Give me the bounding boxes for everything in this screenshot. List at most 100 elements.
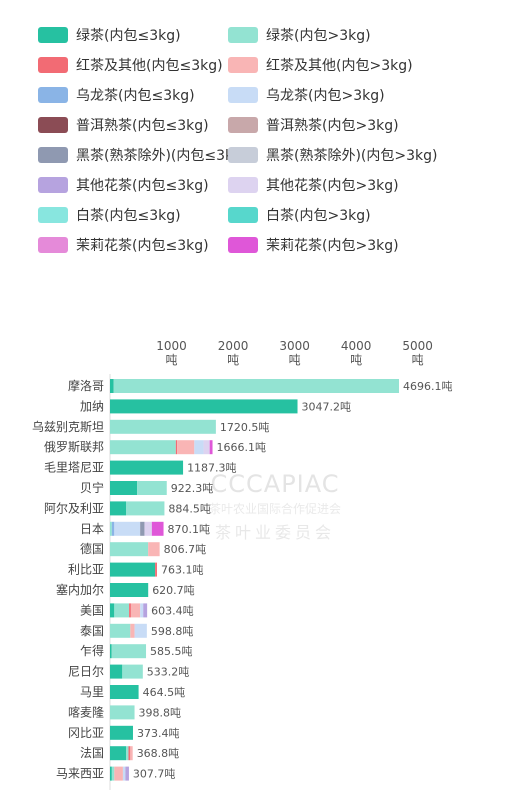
bar-segment <box>110 705 135 720</box>
legend-item: 绿茶(内包>3kg) <box>228 24 371 46</box>
bar-segment <box>110 501 126 516</box>
bar-total-label: 870.1吨 <box>168 523 211 536</box>
bar-total-label: 884.5吨 <box>168 502 211 515</box>
category-label: 德国 <box>80 541 104 556</box>
bar-segment <box>140 603 144 618</box>
legend-swatch <box>228 57 258 73</box>
legend-item: 黑茶(熟茶除外)(内包>3kg) <box>228 144 437 166</box>
legend-label: 绿茶(内包>3kg) <box>266 28 371 44</box>
legend-label: 红茶及其他(内包≤3kg) <box>76 58 223 74</box>
bar-segment <box>113 379 399 393</box>
bar-segment <box>110 521 112 536</box>
bar-segment <box>122 664 143 679</box>
bar-segment <box>137 481 167 495</box>
bar-total-label: 585.5吨 <box>150 645 193 658</box>
bar-total-label: 1187.3吨 <box>187 462 237 475</box>
bar-segment <box>125 766 129 781</box>
x-tick-unit: 吨 <box>166 353 178 367</box>
x-tick-unit: 吨 <box>412 353 424 367</box>
bar-segment <box>148 542 160 557</box>
legend-item: 白茶(内包≤3kg) <box>38 204 181 226</box>
legend-item: 白茶(内包>3kg) <box>228 204 371 226</box>
legend-item: 茉莉花茶(内包≤3kg) <box>38 234 209 256</box>
legend-swatch <box>38 27 68 43</box>
legend-label: 普洱熟茶(内包>3kg) <box>266 118 399 134</box>
watermark-en: CCCAPIAC <box>210 470 340 498</box>
bar-total-label: 398.8吨 <box>139 706 182 719</box>
legend-swatch <box>38 117 68 133</box>
x-tick-label: 2000 <box>218 339 249 353</box>
bar-segment <box>114 603 130 618</box>
watermark-cn2: 茶叶业委员会 <box>214 523 335 542</box>
category-label: 俄罗斯联邦 <box>44 440 104 454</box>
bar-total-label: 368.8吨 <box>137 747 180 760</box>
category-label: 阿尔及利亚 <box>44 500 104 515</box>
bar-segment <box>128 746 131 761</box>
bar-total-label: 806.7吨 <box>164 543 207 556</box>
legend: 绿茶(内包≤3kg) 绿茶(内包>3kg) 红茶及其他(内包≤3kg) 红茶及其他(内… <box>0 0 512 270</box>
bar-segment <box>110 603 115 618</box>
legend-swatch <box>228 87 258 103</box>
legend-label: 其他花茶(内包≤3kg) <box>76 178 209 194</box>
category-label: 马里 <box>80 685 104 699</box>
bar-segment <box>126 501 165 516</box>
x-tick-label: 4000 <box>341 339 372 353</box>
bar-segment <box>144 521 152 536</box>
legend-item: 乌龙茶(内包≤3kg) <box>38 84 195 106</box>
legend-label: 绿茶(内包≤3kg) <box>76 28 181 44</box>
bar-segment <box>110 766 112 781</box>
legend-swatch <box>38 57 68 73</box>
legend-swatch <box>38 207 68 223</box>
category-label: 毛里塔尼亚 <box>44 461 104 475</box>
legend-label: 普洱熟茶(内包≤3kg) <box>76 118 209 134</box>
bar-segment <box>110 746 126 761</box>
bar-segment <box>111 521 115 536</box>
category-label: 美国 <box>80 603 104 617</box>
bar-segment <box>111 766 115 781</box>
bar-total-label: 598.8吨 <box>151 625 194 638</box>
category-label: 塞内加尔 <box>56 582 104 597</box>
category-label: 日本 <box>80 522 104 536</box>
bar-segment <box>110 542 149 557</box>
category-label: 尼日尔 <box>68 664 104 679</box>
legend-item: 其他花茶(内包≤3kg) <box>38 174 209 196</box>
bar-segment <box>130 623 135 638</box>
watermark: CCCAPIAC 茶叶农业国际合作促进会 茶叶业委员会 <box>195 470 355 543</box>
category-label: 加纳 <box>80 399 104 413</box>
bar-segment <box>122 766 126 781</box>
legend-label: 其他花茶(内包>3kg) <box>266 178 399 194</box>
legend-swatch <box>228 207 258 223</box>
bar-segment <box>209 440 213 455</box>
bar-total-label: 464.5吨 <box>143 686 186 699</box>
x-tick-unit: 吨 <box>227 353 239 367</box>
bar-segment <box>110 440 176 455</box>
category-label: 喀麦隆 <box>68 704 104 719</box>
bar-segment <box>110 399 298 414</box>
legend-label: 茉莉花茶(内包>3kg) <box>266 238 399 254</box>
legend-swatch <box>228 27 258 43</box>
legend-swatch <box>228 177 258 193</box>
bar-segment <box>177 440 195 455</box>
x-tick-unit: 吨 <box>350 353 362 367</box>
bar-total-label: 373.4吨 <box>137 727 180 740</box>
category-label: 乌兹别克斯坦 <box>32 419 104 434</box>
legend-label: 乌龙茶(内包≤3kg) <box>76 88 195 104</box>
legend-item: 其他花茶(内包>3kg) <box>228 174 399 196</box>
bar-segment <box>110 685 139 699</box>
legend-label: 黑茶(熟茶除外)(内包>3kg) <box>266 148 438 164</box>
category-label: 利比亚 <box>68 563 104 577</box>
bar-segment <box>194 440 204 455</box>
legend-swatch <box>38 147 68 163</box>
bar-segment <box>126 746 129 761</box>
bar-segment <box>110 562 156 577</box>
x-tick-unit: 吨 <box>289 353 301 367</box>
bar-total-label: 4696.1吨 <box>403 380 453 393</box>
bar-segment <box>151 521 164 536</box>
bar-total-label: 533.2吨 <box>147 666 190 679</box>
bar-segment <box>110 481 138 495</box>
bar-segment <box>110 379 114 393</box>
bar-segment <box>110 460 184 475</box>
legend-item: 乌龙茶(内包>3kg) <box>228 84 385 106</box>
legend-label: 茉莉花茶(内包≤3kg) <box>76 238 209 254</box>
